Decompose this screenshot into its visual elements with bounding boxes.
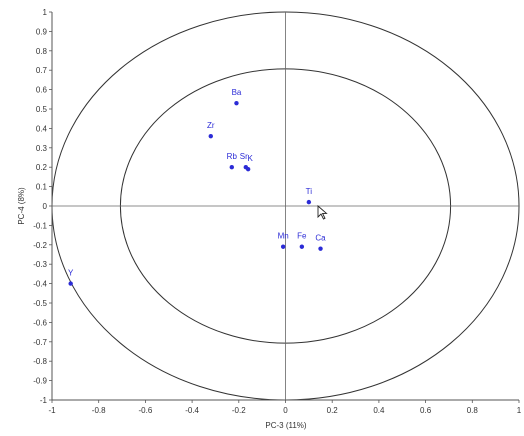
point-label-ti: Ti	[306, 187, 313, 196]
x-tick-label: 0.2	[327, 406, 339, 415]
point-ba	[234, 100, 239, 106]
y-axis-title: PC-4 (8%)	[17, 187, 26, 225]
y-tick-label: -1	[40, 396, 48, 405]
point-label-ba: Ba	[232, 88, 242, 97]
y-tick-label: 0.8	[36, 47, 48, 56]
y-tick-label: -0.4	[33, 280, 47, 289]
x-tick-label: 1	[517, 406, 522, 415]
point-label-ca: Ca	[315, 234, 326, 243]
x-tick-label: -0.2	[232, 406, 246, 415]
y-tick-label: -0.1	[33, 221, 47, 230]
y-tick-label: -0.5	[33, 299, 47, 308]
y-tick-label: 0.2	[36, 163, 48, 172]
x-tick-label: 0	[283, 406, 288, 415]
point-label-rb: Rb	[227, 152, 238, 161]
point-label-sr: Sr	[240, 152, 248, 161]
y-tick-label: 0.7	[36, 66, 48, 75]
y-tick-label: -0.2	[33, 241, 47, 250]
x-axis-title: PC-3 (11%)	[265, 421, 307, 430]
x-tick-label: -0.4	[185, 406, 199, 415]
y-tick-label: 0.5	[36, 105, 48, 114]
point-k	[245, 166, 251, 172]
point-label-fe: Fe	[297, 232, 307, 241]
y-tick-label: -0.3	[33, 260, 47, 269]
point-label-y: Y	[68, 269, 74, 278]
y-tick-label: 0.4	[36, 124, 48, 133]
y-tick-label: 1	[43, 8, 48, 17]
y-tick-label: -0.6	[33, 318, 47, 327]
y-tick-label: 0.1	[36, 183, 48, 192]
point-label-mn: Mn	[278, 232, 289, 241]
y-tick-label: -0.7	[33, 338, 47, 347]
y-tick-label: 0	[43, 202, 48, 211]
x-tick-label: -0.6	[139, 406, 153, 415]
y-tick-label: -0.9	[33, 377, 47, 386]
x-tick-label: 0.8	[467, 406, 479, 415]
point-mn	[280, 244, 286, 249]
point-y	[68, 281, 73, 286]
y-tick-label: 0.9	[36, 27, 48, 36]
y-tick-label: -0.8	[33, 357, 47, 366]
y-tick-label: 0.3	[36, 144, 48, 153]
point-ca	[318, 246, 323, 251]
x-tick-label: 0.4	[373, 406, 385, 415]
mouse-cursor-icon	[317, 205, 328, 220]
point-fe	[299, 244, 305, 249]
y-tick-label: 0.6	[36, 86, 48, 95]
point-label-k: K	[247, 154, 253, 163]
point-rb	[229, 165, 234, 170]
x-tick-label: -0.8	[92, 406, 106, 415]
point-zr	[208, 133, 213, 139]
point-label-zr: Zr	[207, 121, 215, 130]
point-ti	[306, 199, 312, 205]
x-tick-label: -1	[48, 406, 56, 415]
x-tick-label: 0.6	[420, 406, 432, 415]
